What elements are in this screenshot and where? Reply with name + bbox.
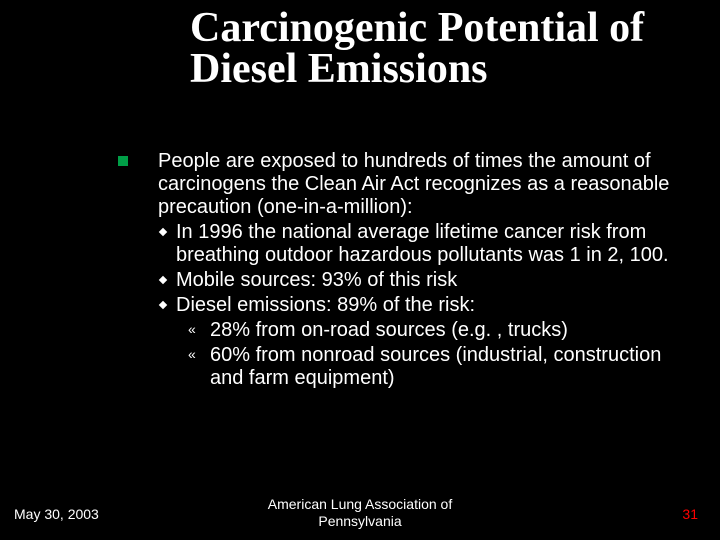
list-item: Diesel emissions: 89% of the risk: [158,294,683,317]
guillemet-bullet-icon: « [188,345,198,363]
bullet-text: Diesel emissions: 89% of the risk: [176,294,475,317]
list-item: People are exposed to hundreds of times … [118,150,683,219]
bullet-text: In 1996 the national average lifetime ca… [176,221,683,267]
bullet-text: People are exposed to hundreds of times … [158,150,683,219]
slide: Carcinogenic Potential of Diesel Emissio… [0,0,720,540]
guillemet-bullet-icon: « [188,320,198,338]
square-bullet-icon [118,156,128,166]
footer-organization: American Lung Association of Pennsylvani… [0,496,720,530]
slide-title: Carcinogenic Potential of Diesel Emissio… [190,8,700,90]
list-item: « 60% from nonroad sources (industrial, … [188,344,683,390]
list-item: Mobile sources: 93% of this risk [158,269,683,292]
footer-org-line2: Pennsylvania [318,513,401,529]
slide-body: People are exposed to hundreds of times … [118,150,683,390]
bullet-text: 60% from nonroad sources (industrial, co… [210,344,683,390]
footer-org-line1: American Lung Association of [268,496,452,512]
list-item: « 28% from on-road sources (e.g. , truck… [188,319,683,342]
page-number: 31 [682,506,698,522]
list-item: In 1996 the national average lifetime ca… [158,221,683,267]
bullet-text: 28% from on-road sources (e.g. , trucks) [210,319,568,342]
bullet-text: Mobile sources: 93% of this risk [176,269,457,292]
